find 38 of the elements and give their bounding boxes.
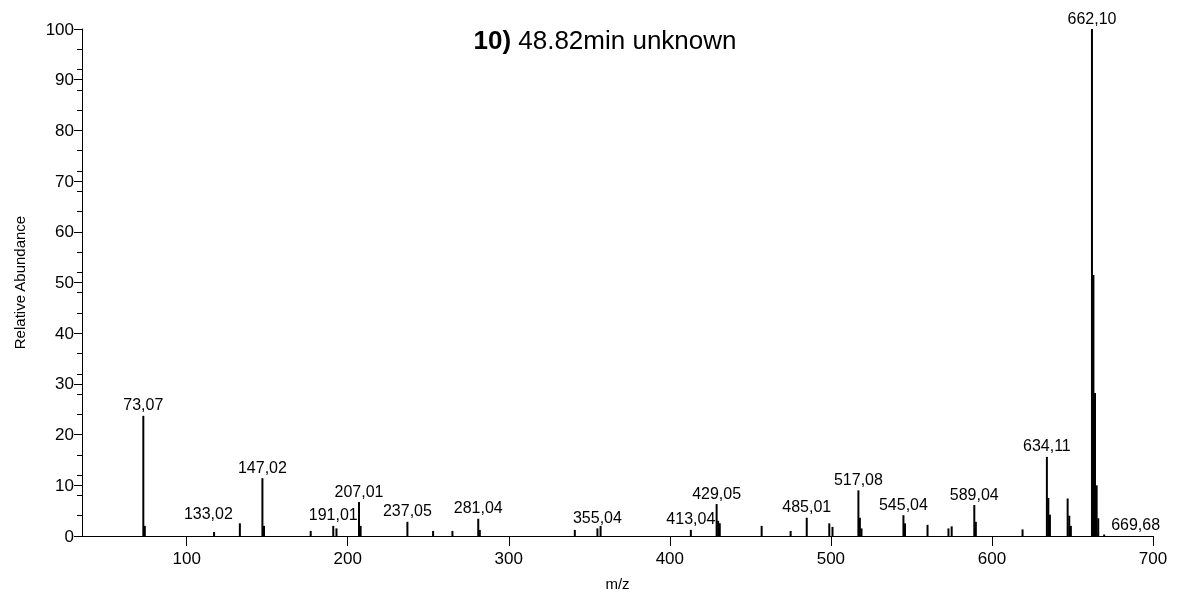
x-tick-label: 100 xyxy=(172,549,201,568)
y-tick-label: 40 xyxy=(55,323,74,343)
x-tick-label: 500 xyxy=(816,549,846,568)
y-tick-label: 80 xyxy=(55,120,74,140)
annotation: 485,01 xyxy=(782,498,832,516)
x-tick-label: 400 xyxy=(655,549,685,568)
annotation: 207,01 xyxy=(334,482,384,500)
annotation: 147,02 xyxy=(237,458,287,476)
y-tick-label: 100 xyxy=(45,19,74,39)
y-tick-label: 0 xyxy=(64,526,74,546)
y-tick-label: 30 xyxy=(55,374,74,394)
annotation: 133,02 xyxy=(183,504,233,522)
y-tick-label: 20 xyxy=(55,425,74,445)
annotation: 517,08 xyxy=(833,470,883,488)
annotation: 669,68 xyxy=(1111,515,1161,533)
x-tick-label: 300 xyxy=(494,549,523,568)
annotation: 634,11 xyxy=(1023,437,1071,455)
annotation: 429,05 xyxy=(692,484,742,502)
y-tick-label: 90 xyxy=(55,70,74,90)
annotation: 545,04 xyxy=(878,495,928,513)
x-tick-label: 700 xyxy=(1138,549,1168,568)
y-tick-label: 60 xyxy=(55,222,74,242)
annotation: 413,04 xyxy=(666,510,716,528)
x-tick-label: 600 xyxy=(977,549,1007,568)
annotation: 73,07 xyxy=(123,396,164,414)
x-axis-title: m/z xyxy=(605,575,630,592)
y-tick-label: 70 xyxy=(55,171,74,191)
y-tick-label: 50 xyxy=(55,273,74,292)
annotation: 355,04 xyxy=(572,508,622,526)
x-tick-label: 200 xyxy=(333,549,362,568)
y-axis-title: Relative Abundance xyxy=(11,215,28,350)
annotation: 281,04 xyxy=(453,499,503,517)
y-tick-label: 10 xyxy=(55,475,74,495)
annotation: 662,10 xyxy=(1067,9,1117,27)
chart-title: 10) 48.82min unknown xyxy=(473,25,737,55)
annotation: 589,04 xyxy=(949,485,999,503)
annotation: 237,05 xyxy=(382,502,432,520)
annotation: 191,01 xyxy=(308,506,358,524)
